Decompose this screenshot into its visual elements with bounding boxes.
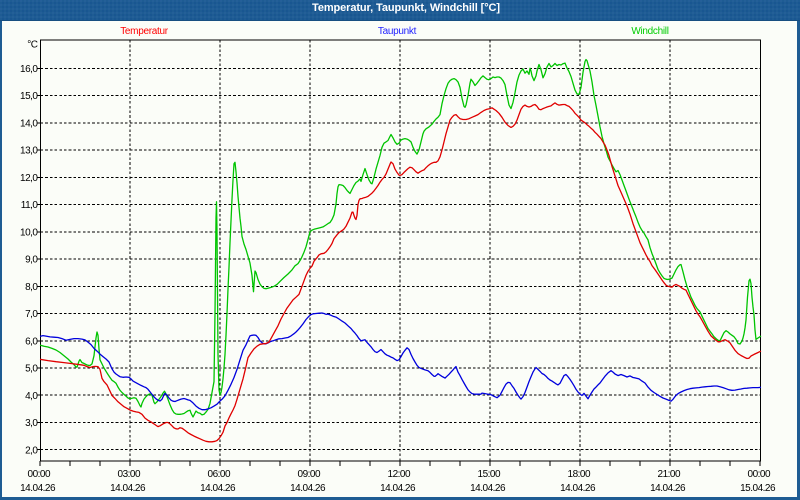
svg-text:10,0: 10,0 — [20, 228, 38, 239]
svg-text:°C: °C — [27, 40, 37, 51]
svg-text:12,0: 12,0 — [20, 173, 38, 184]
svg-text:21:00: 21:00 — [658, 469, 681, 480]
svg-text:15:00: 15:00 — [478, 469, 501, 480]
svg-text:4,0: 4,0 — [25, 391, 38, 402]
svg-text:14.04.26: 14.04.26 — [470, 483, 506, 494]
svg-text:14.04.26: 14.04.26 — [290, 483, 326, 494]
svg-text:06:00: 06:00 — [208, 469, 231, 480]
svg-text:14.04.26: 14.04.26 — [650, 483, 686, 494]
svg-text:2,0: 2,0 — [25, 445, 38, 456]
svg-text:14.04.26: 14.04.26 — [380, 483, 416, 494]
svg-text:14.04.26: 14.04.26 — [560, 483, 596, 494]
svg-text:00:00: 00:00 — [28, 469, 51, 480]
svg-text:15.04.26: 15.04.26 — [740, 483, 776, 494]
svg-text:18:00: 18:00 — [568, 469, 591, 480]
svg-text:13,0: 13,0 — [20, 146, 38, 157]
svg-text:6,0: 6,0 — [25, 337, 38, 348]
svg-text:00:00: 00:00 — [748, 469, 771, 480]
svg-text:3,0: 3,0 — [25, 418, 38, 429]
svg-text:09:00: 09:00 — [298, 469, 321, 480]
svg-text:11,0: 11,0 — [21, 200, 39, 211]
svg-text:03:00: 03:00 — [118, 469, 141, 480]
svg-text:14.04.26: 14.04.26 — [110, 483, 146, 494]
svg-text:12:00: 12:00 — [388, 469, 411, 480]
svg-text:5,0: 5,0 — [25, 364, 38, 375]
svg-text:7,0: 7,0 — [25, 309, 38, 320]
svg-text:14.04.26: 14.04.26 — [20, 483, 56, 494]
svg-text:16,0: 16,0 — [20, 64, 38, 75]
svg-text:14,0: 14,0 — [20, 119, 38, 130]
svg-text:9,0: 9,0 — [25, 255, 38, 266]
svg-text:8,0: 8,0 — [25, 282, 38, 293]
svg-text:14.04.26: 14.04.26 — [200, 483, 236, 494]
svg-text:15,0: 15,0 — [20, 91, 38, 102]
